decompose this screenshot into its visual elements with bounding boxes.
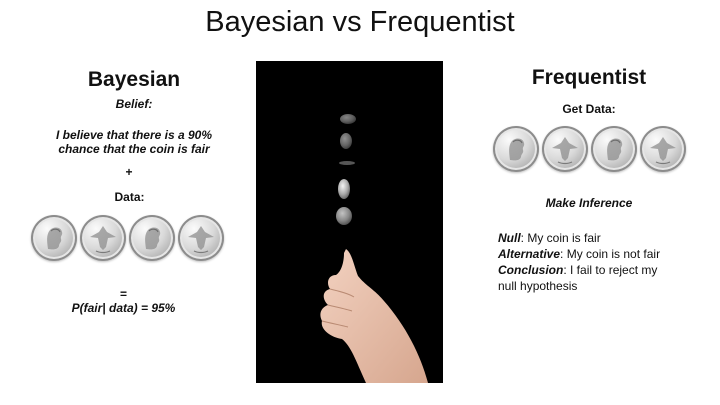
conclusion-text-1: : I fail to reject my [563, 263, 658, 277]
conclusion-line-2: null hypothesis [498, 279, 578, 293]
washington-profile-icon [508, 138, 524, 161]
coin-flip-photo [256, 61, 443, 383]
bayesian-column: Bayesian Belief: I believe that there is… [0, 68, 255, 315]
washington-profile-icon [606, 138, 622, 161]
null-term: Null [498, 231, 521, 245]
coin-heads-image [31, 215, 77, 261]
alternative-hypothesis-line: Alternative: My coin is not fair [498, 246, 700, 262]
coin-tails-image [541, 126, 588, 172]
alternative-term: Alternative [498, 247, 561, 261]
make-inference-label: Make Inference [545, 196, 633, 210]
coin-heads-image [492, 126, 539, 172]
coin-tails-image [178, 215, 224, 261]
frequentist-coin-row [478, 126, 700, 172]
eagle-icon [551, 137, 578, 165]
coin-tails-image [80, 215, 126, 261]
null-text: : My coin is fair [520, 231, 601, 245]
slide-title: Bayesian vs Frequentist [205, 6, 515, 38]
bayesian-heading: Bayesian [87, 68, 181, 91]
coin-tails-image [639, 126, 686, 172]
belief-line-2: chance that the coin is fair [58, 142, 210, 156]
conclusion-term: Conclusion [498, 263, 564, 277]
coin-heads-image [129, 215, 175, 261]
equals-sign: = [119, 287, 127, 301]
hypothesis-list: Null: My coin is fair Alternative: My co… [498, 230, 700, 294]
alternative-text: : My coin is not fair [560, 247, 661, 261]
belief-label: Belief: [115, 97, 153, 111]
coin-heads-image [590, 126, 637, 172]
plus-sign: + [125, 165, 133, 179]
null-hypothesis-line: Null: My coin is fair [498, 230, 700, 246]
conclusion-line: Conclusion: I fail to reject my [498, 262, 700, 278]
get-data-label: Get Data: [562, 102, 616, 116]
frequentist-column: Frequentist Get Data: [478, 66, 700, 294]
posterior-result: P(fair| data) = 95% [71, 301, 176, 315]
eagle-icon [649, 137, 676, 165]
eagle-icon [188, 226, 214, 254]
frequentist-heading: Frequentist [531, 66, 647, 89]
data-label: Data: [114, 190, 145, 204]
hand-flipping-coin-image [320, 114, 428, 383]
eagle-icon [90, 226, 116, 254]
belief-line-1: I believe that there is a 90% [55, 128, 213, 142]
bayesian-coin-row [0, 215, 255, 261]
washington-profile-icon [47, 227, 63, 250]
washington-profile-icon [145, 227, 161, 250]
